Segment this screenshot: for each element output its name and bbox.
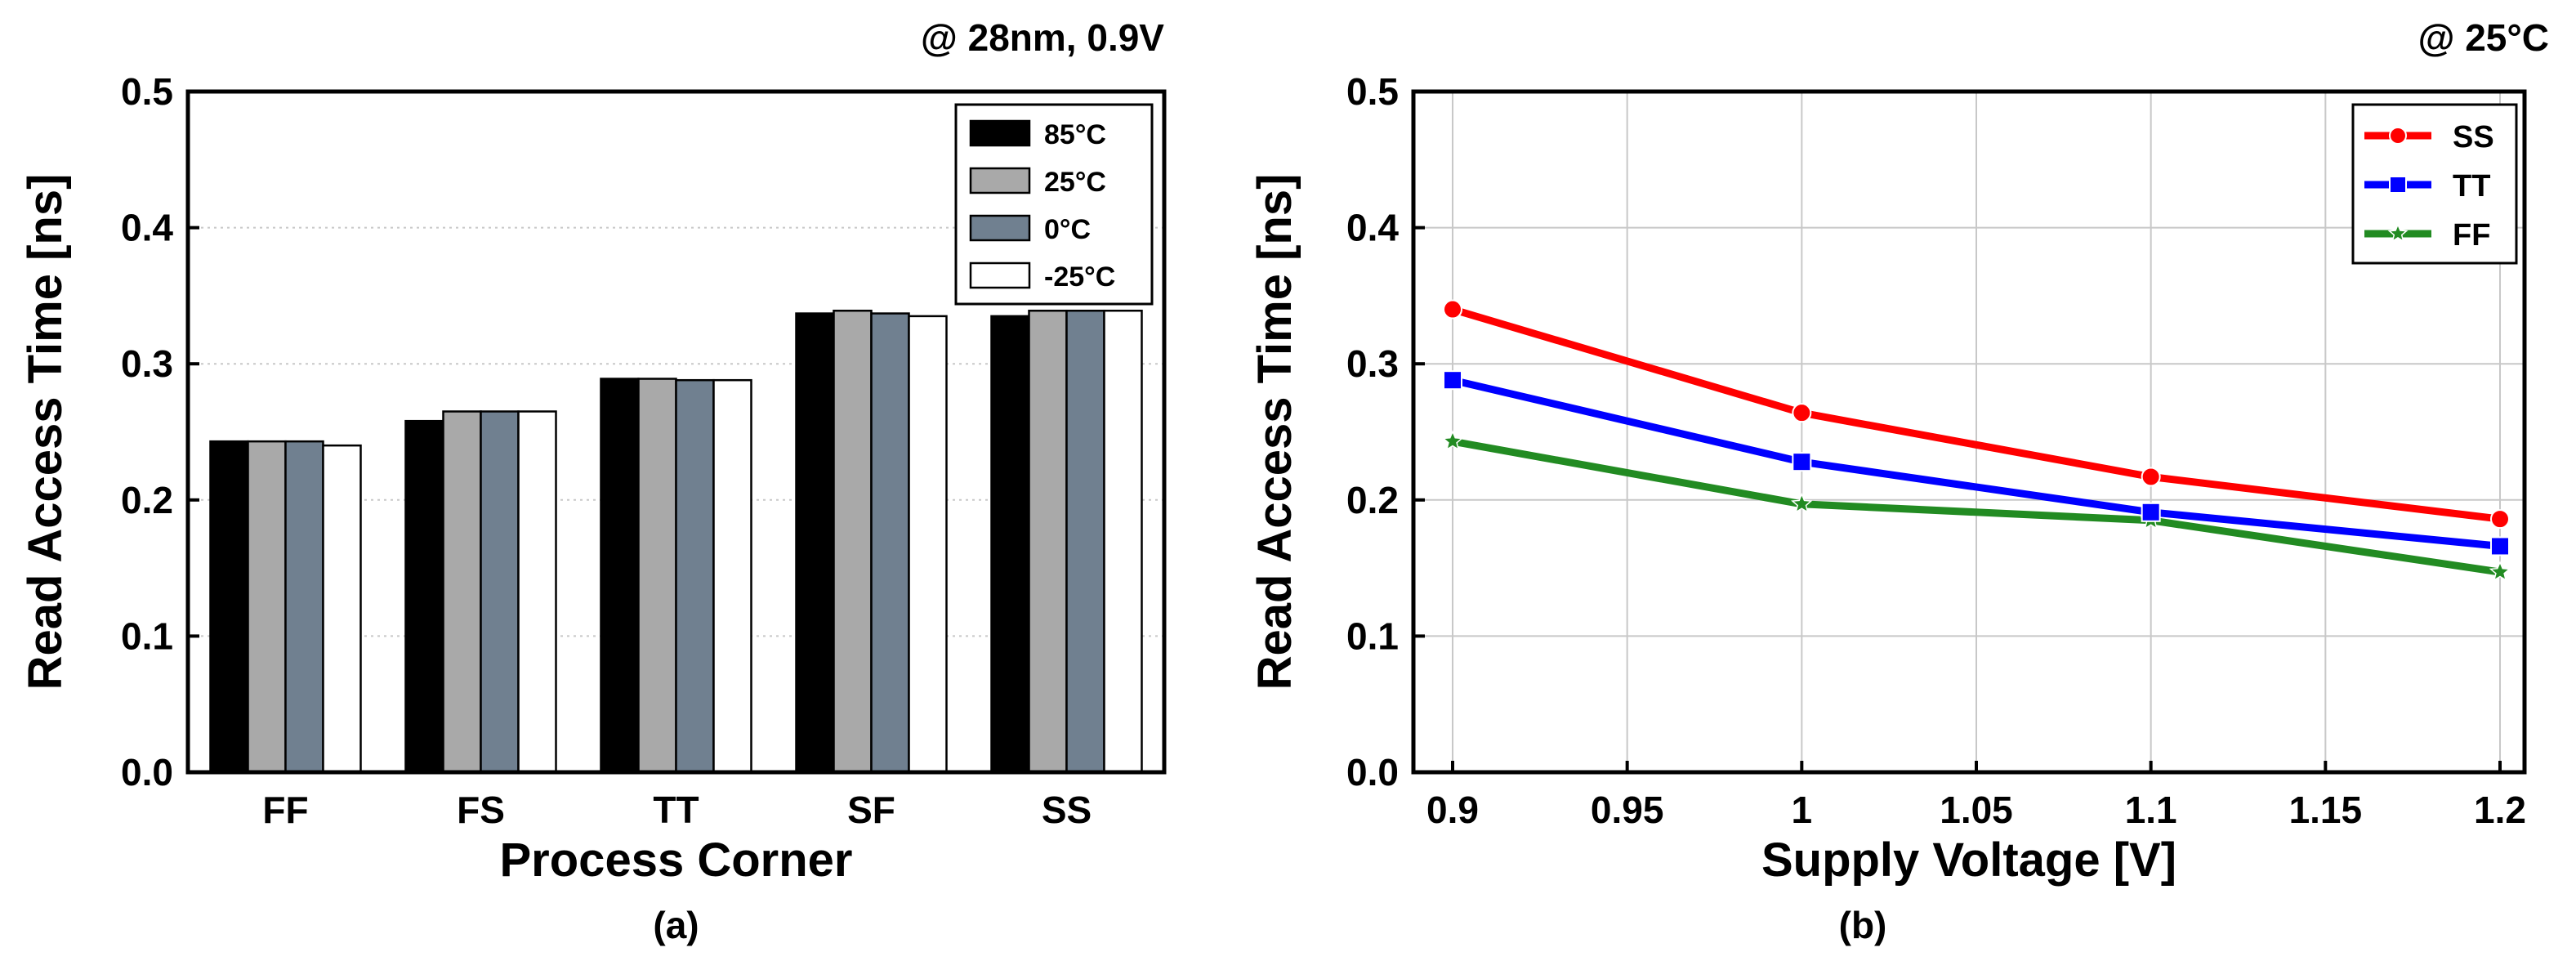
bar [1028, 309, 1068, 774]
x-tick-label: SF [847, 789, 895, 831]
y-tick-label: 0.5 [121, 70, 173, 113]
legend-label: FF [2453, 218, 2490, 253]
x-tick-label: 0.95 [1591, 789, 1664, 831]
bar [600, 378, 640, 774]
legend-swatch [969, 119, 1031, 147]
bar [322, 444, 362, 774]
y-axis-label: Read Access Time [ns] [19, 174, 72, 691]
y-tick-label: 0.0 [1346, 751, 1399, 793]
legend-swatch [969, 214, 1031, 242]
x-axis-label: Process Corner [500, 834, 853, 887]
legend-swatch [969, 167, 1031, 194]
y-tick-label: 0.3 [121, 342, 173, 385]
series-line-ss [1451, 306, 2501, 523]
bar [404, 419, 444, 774]
panel-b-line-chart: 0.0 0.1 0.2 0.3 0.4 0.5 0.9 0.95 1 1.05 1.1 1.15 1.… [1248, 16, 2549, 946]
y-tick-label: 0.3 [1346, 342, 1399, 385]
annotation: @ 25°C [2418, 16, 2549, 59]
bar [480, 410, 520, 774]
data-point [2389, 127, 2407, 145]
x-tick-label: 1 [1792, 789, 1813, 831]
bar [1065, 309, 1105, 774]
bar [1103, 309, 1143, 774]
y-tick-label: 0.2 [121, 479, 173, 521]
data-point [2389, 176, 2407, 194]
annotation: @ 28nm, 0.9V [921, 16, 1164, 59]
bar [247, 440, 287, 774]
legend: SS TT FF [2351, 103, 2518, 265]
panel-caption: (a) [653, 904, 699, 946]
data-point [2141, 502, 2161, 522]
legend-label: 85°C [1044, 119, 1106, 150]
bar [284, 440, 324, 774]
y-ticks: 0.0 0.1 0.2 0.3 0.4 0.5 [1346, 70, 1425, 793]
data-point [2490, 509, 2510, 530]
data-point [2489, 561, 2511, 582]
bar [908, 315, 948, 774]
bar [833, 309, 873, 774]
y-tick-label: 0.0 [121, 751, 173, 793]
legend-label: TT [2453, 169, 2490, 203]
series-line-ff [1452, 437, 2501, 576]
data-point [1441, 430, 1464, 451]
x-tick-label: 1.15 [2289, 789, 2363, 831]
x-tick-label: TT [653, 789, 699, 831]
bar [795, 312, 835, 774]
x-tick-label: 1.05 [1940, 789, 2013, 831]
legend-label: SS [2453, 120, 2494, 154]
x-tick-label: 1.2 [2474, 789, 2526, 831]
data-point [2141, 467, 2161, 487]
y-tick-label: 0.4 [121, 207, 173, 249]
panel-caption: (b) [1839, 904, 1887, 946]
x-tick-label: 1.1 [2125, 789, 2177, 831]
y-tick-label: 0.5 [1346, 70, 1399, 113]
data-point [2490, 536, 2510, 556]
x-tick-label: SS [1042, 789, 1092, 831]
series-lines [1441, 299, 2511, 582]
series-line-tt [1451, 376, 2501, 550]
x-tick-label: 0.9 [1426, 789, 1479, 831]
data-point [1792, 452, 1812, 472]
x-tick-label: FF [262, 789, 308, 831]
plot-frame [1411, 89, 2527, 775]
x-axis-label: Supply Voltage [V] [1761, 834, 2176, 887]
x-tick-label: FS [457, 789, 505, 831]
data-point [2387, 223, 2409, 243]
y-tick-label: 0.1 [1346, 615, 1399, 657]
panel-a-bar-chart: 0.0 0.1 0.2 0.3 0.4 0.5 FF FS TT SF SS @ 28nm, 0.… [19, 16, 1167, 946]
data-point [1443, 370, 1462, 391]
y-tick-label: 0.2 [1346, 479, 1399, 521]
legend-label: 0°C [1044, 214, 1091, 245]
bars [209, 309, 1143, 774]
legend-label: -25°C [1044, 261, 1115, 293]
bar [870, 312, 910, 774]
y-ticks: 0.0 0.1 0.2 0.3 0.4 0.5 [121, 70, 199, 793]
plot-frame [185, 89, 1167, 775]
legend-label: 25°C [1044, 167, 1106, 198]
grid [1413, 92, 2525, 772]
data-point [1791, 492, 1813, 514]
y-tick-label: 0.4 [1346, 207, 1399, 249]
y-tick-label: 0.1 [121, 615, 173, 657]
bar [712, 378, 752, 774]
bar [990, 315, 1030, 774]
bar [442, 410, 482, 774]
bar [209, 440, 249, 774]
y-axis-label: Read Access Time [ns] [1248, 174, 1301, 691]
x-ticks: 0.9 0.95 1 1.05 1.1 1.15 1.2 [1426, 761, 2526, 831]
bar [517, 410, 557, 774]
legend-swatch [969, 261, 1031, 289]
legend: 85°C 25°C 0°C -25°C [954, 103, 1154, 306]
x-ticks: FF FS TT SF SS [262, 789, 1092, 831]
data-point [1443, 299, 1462, 320]
bar [675, 378, 715, 774]
bar [637, 378, 677, 774]
data-point [1792, 403, 1812, 423]
